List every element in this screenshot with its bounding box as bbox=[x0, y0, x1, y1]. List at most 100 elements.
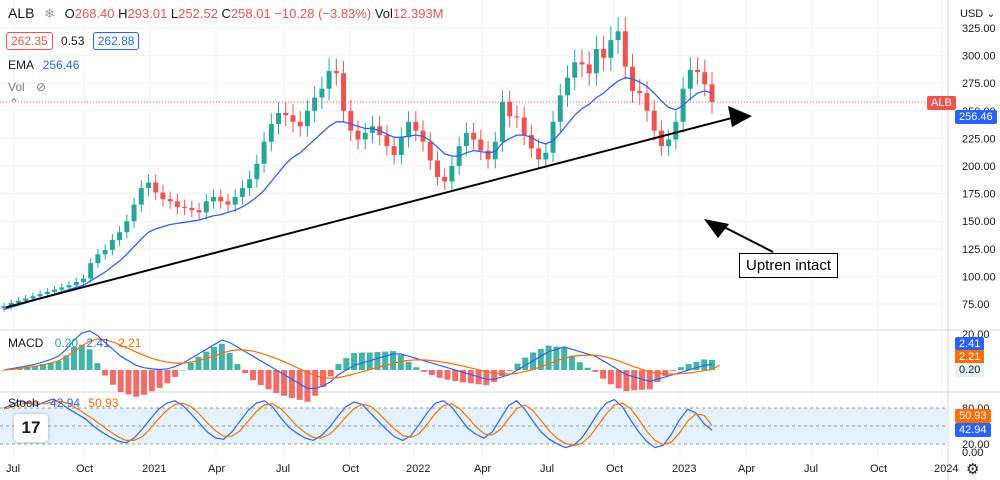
macd-histogram-bar bbox=[187, 362, 194, 370]
candle bbox=[304, 110, 310, 127]
candle bbox=[182, 206, 188, 208]
candle bbox=[297, 121, 303, 127]
open-label: O bbox=[64, 6, 75, 21]
y-tick-label: 325.00 bbox=[962, 23, 996, 35]
currency-selector[interactable]: USD ⌄ bbox=[960, 7, 996, 20]
signal-line bbox=[3, 338, 721, 379]
macd-v1: 0.20 bbox=[54, 336, 79, 350]
spread-value: 0.53 bbox=[61, 34, 85, 48]
header-row: ALB ❄ O268.40 H293.01 L252.52 C258.01 −1… bbox=[8, 5, 443, 22]
candle bbox=[550, 121, 556, 153]
macd-histogram-bar bbox=[164, 370, 171, 384]
candle bbox=[709, 84, 715, 102]
arrow-head-right bbox=[728, 106, 752, 127]
macd-histogram-bar bbox=[545, 345, 552, 370]
ema-legend-value: 256.46 bbox=[42, 58, 80, 72]
macd-histogram-bar bbox=[109, 370, 116, 385]
macd-histogram-bar bbox=[125, 370, 132, 395]
candle bbox=[362, 132, 368, 140]
candle bbox=[23, 298, 29, 301]
macd-histogram-bar bbox=[514, 363, 521, 370]
macd-histogram-bar bbox=[693, 361, 700, 370]
candle bbox=[622, 31, 628, 67]
x-tick-label: Apr bbox=[474, 463, 491, 475]
macd-histogram-bar bbox=[218, 343, 225, 370]
close-value: 258.01 bbox=[230, 6, 271, 21]
macd-histogram-bar bbox=[452, 370, 459, 382]
x-tick-label: Apr bbox=[738, 463, 755, 475]
candle bbox=[572, 62, 578, 78]
macd-histogram-bar bbox=[226, 352, 233, 370]
candle bbox=[695, 69, 701, 73]
candle bbox=[239, 188, 245, 197]
ask-box[interactable]: 262.88 bbox=[92, 32, 140, 50]
candle bbox=[673, 121, 679, 140]
x-tick-label: 2024 bbox=[934, 463, 958, 475]
macd-histogram-bar bbox=[444, 370, 451, 380]
macd-histogram-bar bbox=[631, 370, 638, 391]
settings-gear-icon[interactable]: ⚙ bbox=[966, 461, 980, 478]
ema-line bbox=[3, 77, 713, 311]
candle bbox=[131, 204, 137, 222]
x-tick-label: Jul bbox=[276, 463, 290, 475]
x-tick-label: Jul bbox=[804, 463, 818, 475]
x-tick-label: Oct bbox=[606, 463, 623, 475]
macd-histogram-bar bbox=[327, 370, 334, 377]
macd-histogram-bar bbox=[94, 363, 101, 370]
y-tick-label: 175.00 bbox=[962, 189, 996, 201]
macd-histogram-bar bbox=[382, 351, 389, 370]
candle bbox=[102, 249, 108, 255]
macd-histogram-bar bbox=[646, 370, 653, 390]
snowflake-icon[interactable]: ❄ bbox=[44, 6, 55, 21]
macd-histogram-bar bbox=[179, 370, 186, 371]
candle bbox=[80, 278, 86, 282]
macd-histogram-bar bbox=[281, 370, 288, 396]
stoch-label[interactable]: Stoch bbox=[8, 396, 39, 410]
macd-histogram-bar bbox=[195, 356, 202, 370]
macd-histogram-bar bbox=[413, 367, 420, 370]
macd-histogram-bar bbox=[654, 370, 661, 382]
candle bbox=[15, 300, 21, 303]
macd-histogram-bar bbox=[172, 370, 179, 377]
macd-histogram-bar bbox=[312, 370, 319, 396]
vol-row-label[interactable]: Vol bbox=[8, 80, 25, 94]
high-value: 293.01 bbox=[127, 6, 168, 21]
y-tick-label: 100.00 bbox=[962, 271, 996, 283]
candle bbox=[637, 90, 643, 94]
candle bbox=[261, 141, 267, 164]
macd-label[interactable]: MACD bbox=[8, 336, 44, 350]
macd-histogram-bar bbox=[568, 355, 575, 370]
candle bbox=[319, 88, 325, 98]
macd-histogram-bar bbox=[257, 370, 264, 386]
macd-histogram-bar bbox=[32, 365, 39, 370]
macd-legend: MACD 0.20 2.41 2.21 bbox=[8, 336, 141, 350]
symbol-label[interactable]: ALB bbox=[8, 5, 35, 21]
tradingview-logo[interactable]: 17 bbox=[14, 414, 48, 442]
ema-label[interactable]: EMA bbox=[8, 58, 34, 72]
candle bbox=[528, 135, 534, 149]
macd-histogram-bar bbox=[685, 364, 692, 370]
y-tick-label: 75.00 bbox=[962, 299, 990, 311]
macd-histogram-bar bbox=[670, 370, 677, 371]
candle bbox=[463, 132, 469, 147]
candle bbox=[557, 95, 563, 122]
macd-histogram-bar bbox=[133, 370, 140, 397]
candle bbox=[687, 69, 693, 89]
y-tick-label: 150.00 bbox=[962, 216, 996, 228]
candle bbox=[30, 296, 36, 299]
annotation-leader bbox=[721, 225, 774, 253]
annotation-text: Uptren intact bbox=[746, 257, 832, 274]
macd-histogram-bar bbox=[265, 370, 272, 390]
candle bbox=[117, 232, 123, 240]
bid-box[interactable]: 262.35 bbox=[6, 32, 53, 50]
chevron-up-icon[interactable]: ⌃ bbox=[9, 96, 20, 110]
macd-histogram-bar bbox=[677, 367, 684, 370]
candle bbox=[449, 166, 455, 182]
macd-histogram-bar bbox=[405, 361, 412, 370]
candle bbox=[145, 182, 151, 189]
eye-off-icon[interactable]: ⊘ bbox=[36, 80, 47, 94]
macd-histogram-bar bbox=[39, 364, 46, 370]
stoch-d-line bbox=[3, 400, 713, 447]
candle bbox=[536, 148, 542, 160]
candle bbox=[218, 196, 224, 202]
